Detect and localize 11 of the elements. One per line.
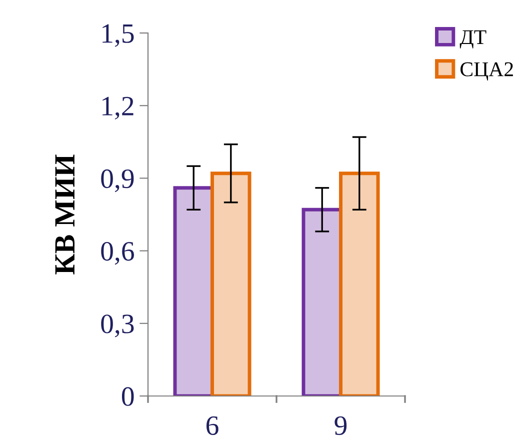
y-tick-label: 1,5: [102, 24, 134, 47]
y-tick-label: 0: [122, 387, 134, 406]
legend-label: ДТ: [460, 30, 486, 48]
y-tick-label: 0,9: [101, 169, 134, 192]
y-axis-title: КВ МИИ: [55, 154, 75, 274]
y-tick-label: 1,2: [102, 96, 134, 120]
y-tick-label: 0,3: [101, 314, 134, 338]
x-tick-label: 6: [206, 416, 218, 435]
y-tick-label: 0,6: [101, 242, 134, 265]
x-tick-label: 9: [334, 416, 347, 435]
legend-label: СЦА2: [460, 62, 513, 81]
